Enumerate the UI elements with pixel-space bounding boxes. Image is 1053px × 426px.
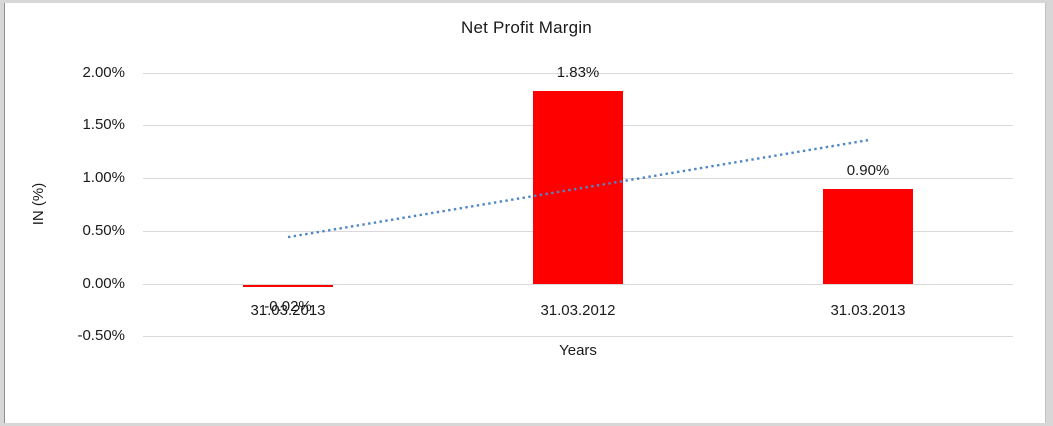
bar-1[interactable]	[243, 285, 333, 287]
x-axis-category-label: 31.03.2013	[830, 302, 906, 319]
gridline	[143, 284, 1013, 285]
x-axis-category-label: 31.03.2013	[250, 302, 326, 319]
y-axis-tick-label: 1.00%	[82, 169, 125, 186]
gridline	[143, 73, 1013, 74]
y-axis-tick-label: 2.00%	[82, 64, 125, 81]
bar-3[interactable]	[823, 189, 913, 284]
bar-2[interactable]	[533, 91, 623, 284]
x-axis-title: Years	[559, 342, 597, 359]
gridline	[143, 336, 1013, 337]
data-label: 1.83%	[556, 64, 600, 81]
data-label: -0.02%	[264, 298, 312, 315]
y-axis-tick-label: -0.50%	[77, 327, 125, 344]
y-axis-tick-label: 1.50%	[82, 116, 125, 133]
x-axis-category-label: 31.03.2012	[540, 302, 616, 319]
y-axis-tick-label: 0.50%	[82, 222, 125, 239]
y-axis-tick-label: 0.00%	[82, 275, 125, 292]
data-label: 0.90%	[846, 162, 890, 179]
chart-title: Net Profit Margin	[461, 18, 592, 37]
y-axis-title: IN (%)	[30, 182, 47, 226]
